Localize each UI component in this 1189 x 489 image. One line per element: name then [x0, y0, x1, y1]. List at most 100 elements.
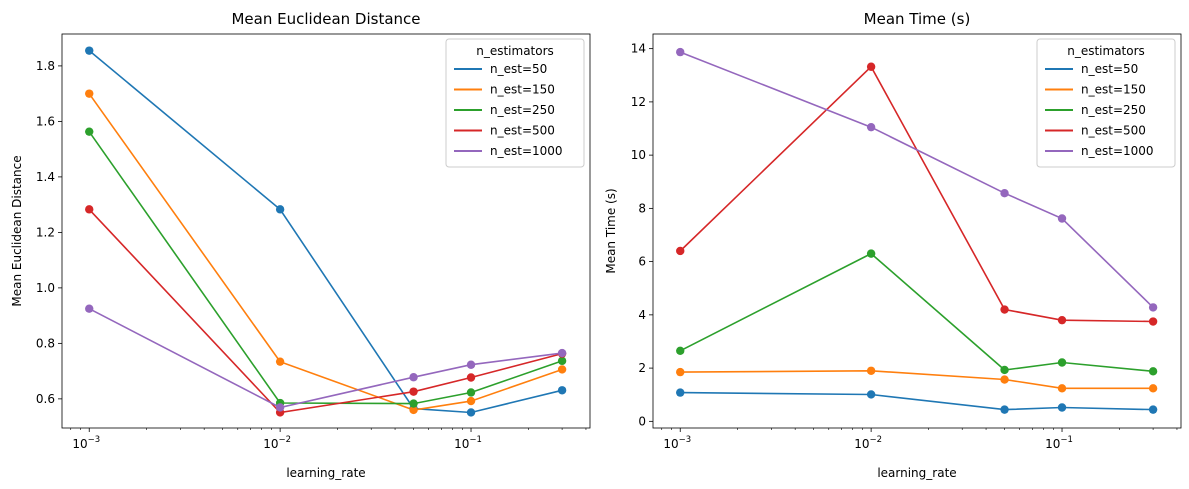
data-point	[866, 366, 876, 375]
data-point	[275, 205, 285, 214]
data-point	[409, 387, 418, 396]
y-tick-label: 10	[631, 148, 646, 162]
data-point	[676, 47, 685, 57]
x-tick-label: 10−3	[663, 435, 691, 451]
x-tick-label: 10−1	[454, 435, 482, 451]
data-point	[676, 367, 685, 377]
data-point	[866, 122, 876, 132]
data-point	[557, 356, 567, 366]
legend: n_estimators n_est=50 n_est=150 n_est=250n…	[445, 38, 585, 168]
data-point	[866, 390, 876, 399]
x-axis-label: learning_rate	[286, 466, 365, 480]
series-line	[88, 307, 563, 409]
data-point	[1057, 403, 1067, 412]
data-point	[466, 373, 476, 382]
series-line	[679, 252, 1154, 373]
data-point	[1000, 375, 1009, 384]
series-markers	[676, 47, 1158, 414]
axis-ticks: 10−3 10−2 10−1 0 2 4 6 8 10 12 14	[631, 42, 1178, 451]
data-point	[85, 89, 94, 98]
axis-ticks: 10−3 10−2 10−1 0.6 0.8 1.0 1.2 1.4 1.6 1.8	[36, 59, 587, 451]
data-point	[557, 348, 567, 358]
x-tick-label: 10−2	[263, 435, 291, 451]
data-point	[676, 246, 685, 256]
data-point	[557, 365, 567, 374]
legend-box	[1036, 38, 1176, 168]
data-point	[1148, 405, 1158, 414]
data-point	[557, 386, 567, 395]
data-point	[466, 396, 476, 406]
data-point	[1057, 384, 1067, 393]
legend: n_estimators n_est=50 n_est=150 n_est=250n…	[1036, 38, 1176, 168]
x-axis-label: learning_rate	[877, 466, 956, 480]
data-point	[409, 399, 418, 408]
legend-label: n_est=250	[1081, 103, 1146, 117]
data-point	[409, 373, 418, 382]
series-line	[88, 208, 563, 414]
legend-title: n_estimators	[1067, 44, 1145, 58]
y-tick-label: 1.2	[36, 225, 55, 239]
y-tick-label: 8	[638, 201, 646, 215]
data-point	[1000, 365, 1009, 375]
data-point	[1057, 358, 1067, 367]
x-tick-label: 10−1	[1045, 435, 1073, 451]
y-tick-label: 12	[631, 95, 646, 109]
data-point	[1148, 367, 1158, 376]
y-tick-label: 0.6	[36, 392, 55, 406]
y-tick-label: 1.4	[36, 170, 55, 184]
data-point	[409, 405, 418, 415]
data-point	[466, 388, 476, 397]
legend-label: n_est=50	[490, 62, 547, 76]
legend-label: n_est=150	[1081, 83, 1146, 97]
data-point	[1000, 305, 1009, 314]
legend-label: n_est=1000	[1081, 144, 1154, 158]
data-point	[866, 62, 876, 71]
y-tick-label: 4	[638, 308, 646, 322]
data-point	[676, 388, 685, 397]
y-tick-label: 1.0	[36, 281, 55, 295]
legend-title: n_estimators	[476, 44, 554, 58]
data-point	[85, 205, 94, 214]
y-axis-label: Mean Euclidean Distance	[10, 155, 24, 306]
legend-label: n_est=250	[490, 103, 555, 117]
data-point	[1148, 303, 1158, 312]
chart-mean-time: Mean Time (s) learning_rate Mean Time (s…	[604, 10, 1182, 480]
legend-label: n_est=500	[490, 124, 555, 138]
data-point	[1000, 188, 1009, 198]
y-tick-label: 6	[638, 255, 646, 269]
y-tick-label: 1.8	[36, 59, 55, 73]
series-line	[680, 369, 1154, 390]
legend-entries: n_est=50 n_est=150 n_est=250 n_est=500 n_est…	[1045, 62, 1154, 158]
data-point	[1148, 384, 1158, 393]
data-point	[275, 357, 285, 366]
chart-title: Mean Euclidean Distance	[231, 10, 420, 28]
chart-title: Mean Time (s)	[864, 10, 971, 28]
y-axis-label: Mean Time (s)	[604, 188, 618, 273]
data-point	[1057, 214, 1067, 223]
data-point	[85, 304, 94, 313]
series-line	[680, 391, 1154, 411]
data-point	[1000, 405, 1009, 414]
series-markers	[85, 46, 567, 417]
data-point	[1057, 315, 1067, 325]
data-point	[275, 403, 285, 412]
legend-label: n_est=150	[490, 83, 555, 97]
chart-mean-euclidean-distance: Mean Euclidean Distance learning_rate Me…	[10, 10, 591, 480]
data-point	[85, 127, 94, 136]
x-tick-label: 10−2	[854, 435, 882, 451]
legend-label: n_est=500	[1081, 124, 1146, 138]
data-point	[466, 408, 476, 417]
legend-entries: n_est=50 n_est=150 n_est=250 n_est=500 n_est…	[454, 62, 563, 158]
plot-frame	[652, 33, 1182, 429]
legend-label: n_est=1000	[490, 144, 563, 158]
data-point	[1148, 317, 1158, 326]
legend-box	[445, 38, 585, 168]
plot-frame	[61, 33, 591, 429]
data-point	[866, 249, 876, 258]
y-tick-label: 2	[638, 361, 646, 375]
data-point	[85, 46, 94, 55]
data-point	[676, 346, 685, 355]
x-tick-label: 10−3	[72, 435, 100, 451]
legend-label: n_est=50	[1081, 62, 1138, 76]
